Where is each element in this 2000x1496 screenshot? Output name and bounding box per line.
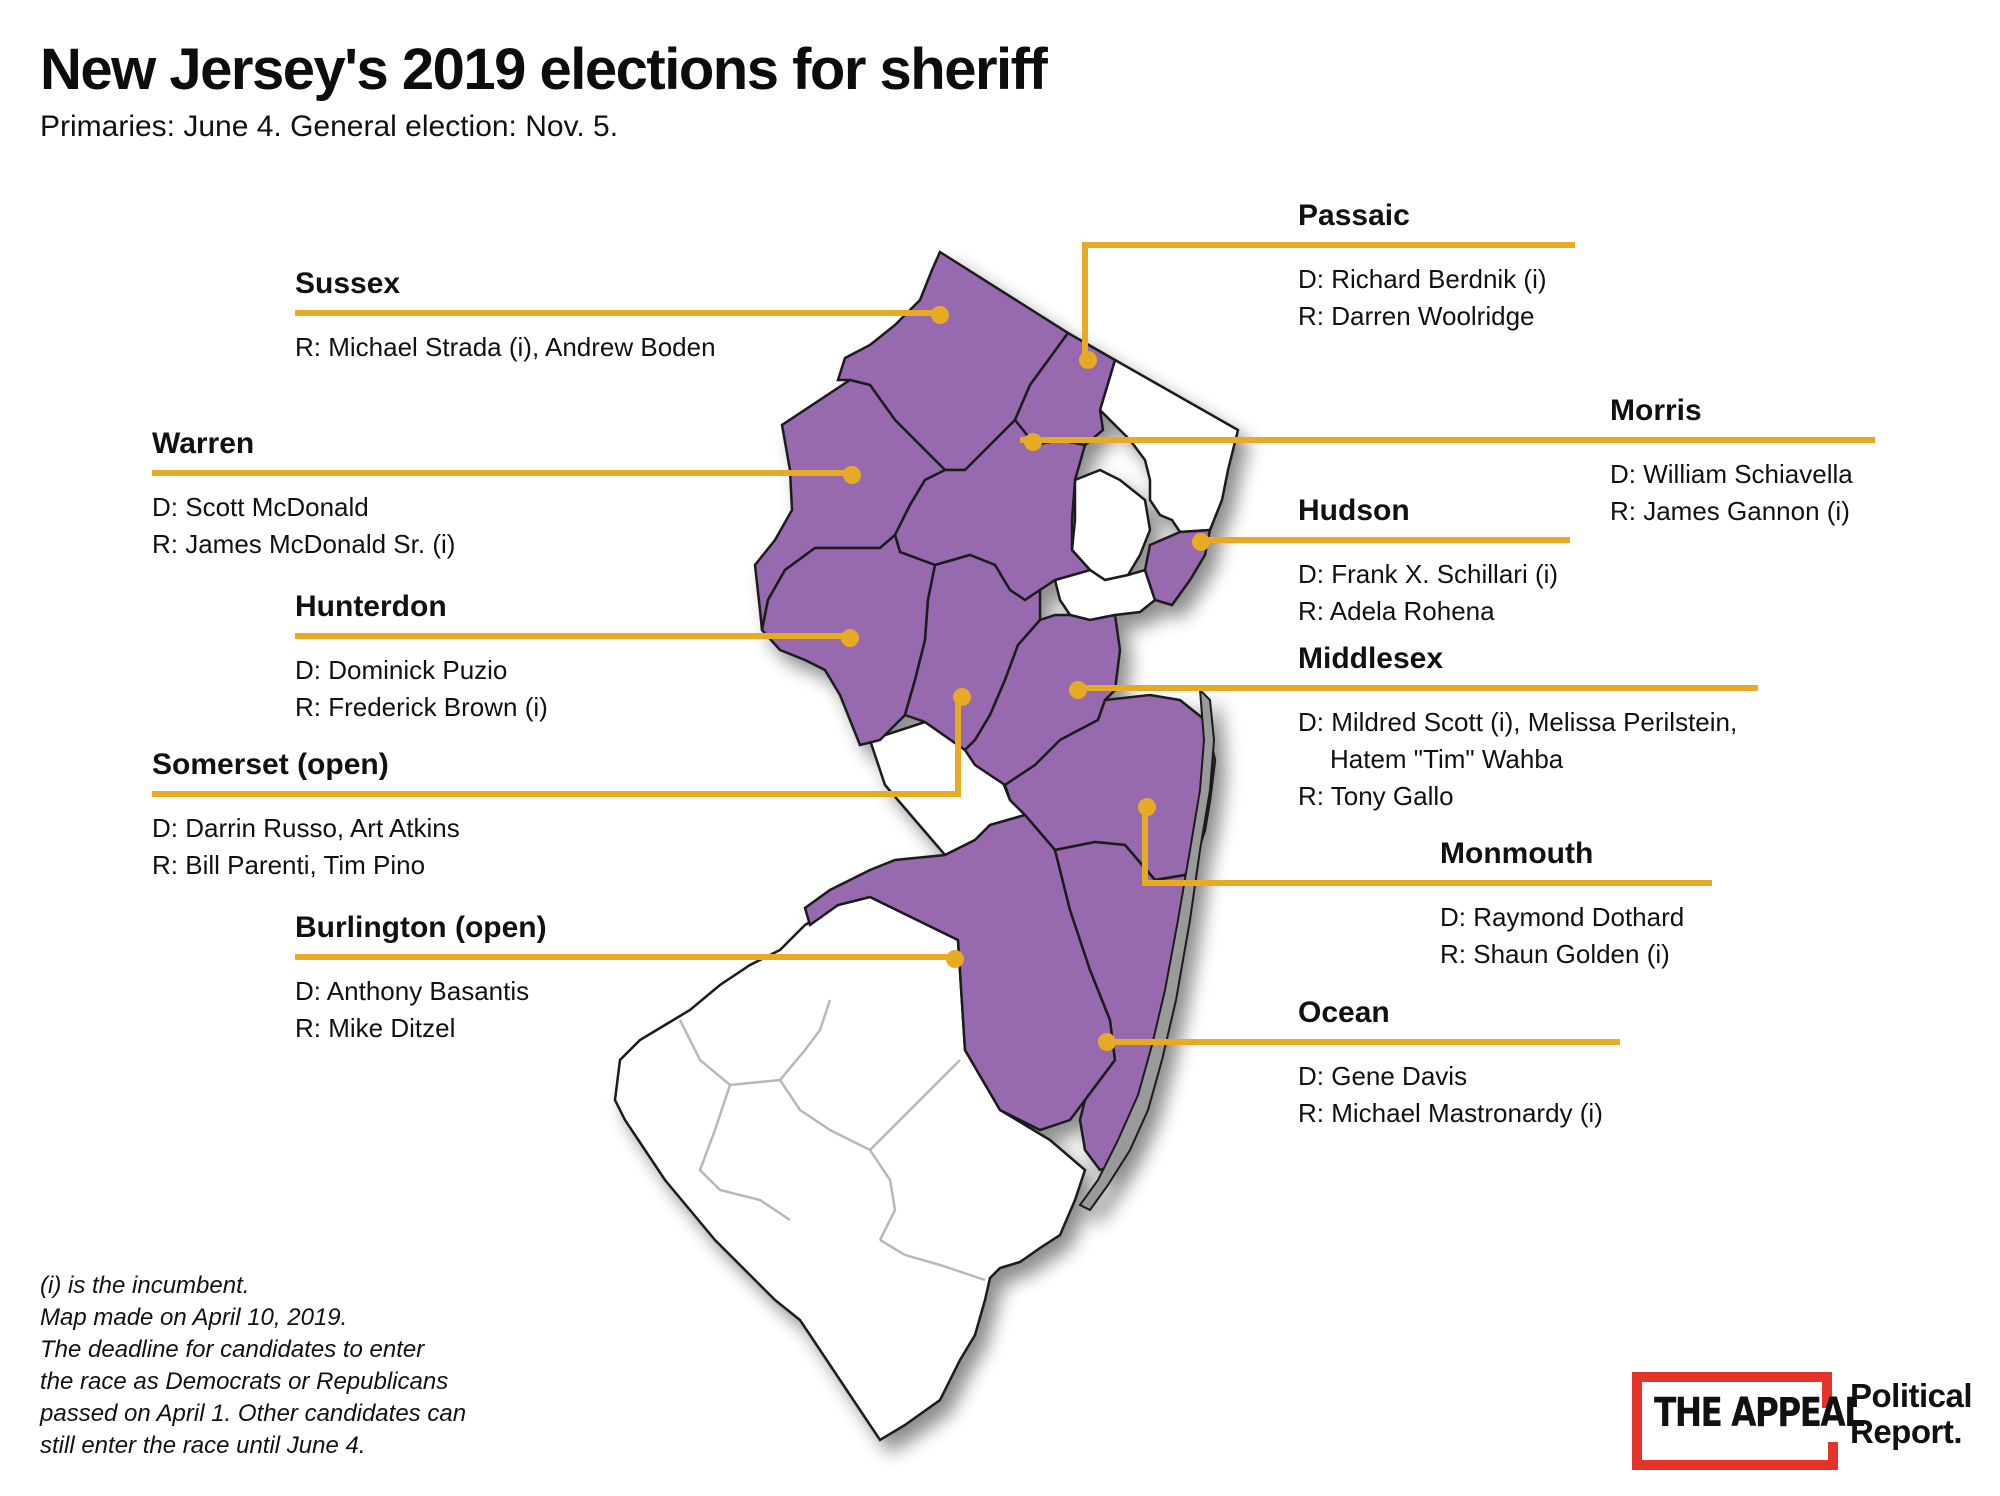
footnote-line: still enter the race until June 4. [40,1432,366,1459]
map-subtitle: Primaries: June 4. General election: Nov… [40,110,619,143]
county-markers [841,306,1210,1051]
county-name-monmouth: Monmouth [1440,837,1594,870]
footnote-line: passed on April 1. Other candidates can [40,1400,467,1427]
leader-lines [152,242,1875,1045]
marker-somerset [953,688,971,706]
county-name-hunterdon: Hunterdon [295,590,447,623]
candidate-line: D: Mildred Scott (i), Melissa Perilstein… [1298,707,1738,737]
county-name-somerset: Somerset (open) [152,748,389,781]
county-name-burlington: Burlington (open) [295,911,547,944]
county-union [1053,568,1157,622]
county-name-warren: Warren [152,427,255,460]
candidate-line: D: Raymond Dothard [1440,902,1685,932]
logo-wordmark: THE APPEAL [1654,1390,1865,1436]
southern-county-borders [678,999,986,1282]
county-name-morris: Morris [1610,394,1702,427]
marker-hudson [1192,533,1210,551]
logo-frame [1632,1372,1832,1470]
candidate-line: R: Adela Rohena [1298,596,1495,626]
footnote-line: Map made on April 10, 2019. [40,1304,348,1331]
candidate-line: R: James McDonald Sr. (i) [152,529,456,559]
footnote-line: (i) is the incumbent. [40,1272,250,1299]
logo-subtitle: Political Report. [1850,1377,1973,1450]
county-label-warren: Warren D: Scott McDonald R: James McDona… [152,427,852,563]
marker-passaic [1079,351,1097,369]
county-label-hunterdon: Hunterdon D: Dominick Puzio R: Frederick… [295,590,855,726]
logo-corner [1800,1442,1838,1470]
marker-morris [1024,433,1042,451]
map-title: New Jersey's 2019 elections for sheriff [40,37,1048,102]
candidate-line: R: James Gannon (i) [1610,496,1850,526]
county-name-sussex: Sussex [295,267,401,300]
leader-line-passaic [1082,242,1575,357]
candidate-line: D: Frank X. Schillari (i) [1298,559,1559,589]
candidate-line: D: William Schiavella [1610,459,1853,489]
county-name-hudson: Hudson [1298,494,1410,527]
candidate-line: R: Darren Woolridge [1298,301,1535,331]
candidate-line: R: Frederick Brown (i) [295,692,548,722]
county-label-middlesex: Middlesex D: Mildred Scott (i), Melissa … [1298,642,1758,815]
logo-subtitle-line: Political [1850,1377,1973,1414]
candidate-line: R: Shaun Golden (i) [1440,939,1670,969]
footnote-line: the race as Democrats or Republicans [40,1368,449,1395]
county-label-monmouth: Monmouth D: Raymond Dothard R: Shaun Gol… [1440,837,1720,973]
candidate-line: Hatem "Tim" Wahba [1330,744,1564,774]
leader-line-somerset [152,697,961,797]
county-label-somerset: Somerset (open) D: Darrin Russo, Art Atk… [152,748,962,884]
candidate-line: R: Tony Gallo [1298,781,1454,811]
candidate-line: R: Michael Strada (i), Andrew Boden [295,332,716,362]
county-name-ocean: Ocean [1298,996,1390,1029]
logo-subtitle-line: Report. [1850,1413,1963,1450]
candidate-line: R: Bill Parenti, Tim Pino [152,850,426,880]
southern-counties [613,895,1087,1442]
footnote: (i) is the incumbent. Map made on April … [40,1270,466,1462]
the-appeal-logo: THE APPEAL Political Report. [1632,1372,1973,1472]
county-label-passaic: Passaic D: Richard Berdnik (i) R: Darren… [1298,199,1578,335]
county-label-ocean: Ocean D: Gene Davis R: Michael Mastronar… [1298,996,1628,1132]
candidate-line: D: Anthony Basantis [295,976,530,1006]
marker-sussex [931,306,949,324]
coastal-barrier-islands [1078,687,1216,1212]
county-label-morris: Morris D: William Schiavella R: James Ga… [1610,394,1880,530]
county-label-burlington: Burlington (open) D: Anthony Basantis R:… [295,911,945,1047]
marker-warren [843,466,861,484]
marker-burlington [946,950,964,968]
county-label-hudson: Hudson D: Frank X. Schillari (i) R: Adel… [1298,494,1578,630]
county-label-sussex: Sussex R: Michael Strada (i), Andrew Bod… [295,267,935,366]
county-burlington [803,813,1117,1132]
county-bergen [1098,358,1240,534]
county-name-middlesex: Middlesex [1298,642,1444,675]
marker-hunterdon [841,629,859,647]
candidate-line: R: Michael Mastronardy (i) [1298,1098,1603,1128]
candidate-line: D: Darrin Russo, Art Atkins [152,813,460,843]
county-name-passaic: Passaic [1298,199,1410,232]
footnote-line: The deadline for candidates to enter [40,1336,425,1363]
marker-monmouth [1138,798,1156,816]
marker-middlesex [1069,681,1087,699]
candidate-line: R: Mike Ditzel [295,1013,456,1043]
marker-ocean [1098,1033,1116,1051]
leader-line-monmouth [1142,805,1712,886]
candidate-line: D: Richard Berdnik (i) [1298,264,1547,294]
candidate-line: D: Scott McDonald [152,492,369,522]
candidate-line: D: Dominick Puzio [295,655,508,685]
candidate-line: D: Gene Davis [1298,1061,1468,1091]
